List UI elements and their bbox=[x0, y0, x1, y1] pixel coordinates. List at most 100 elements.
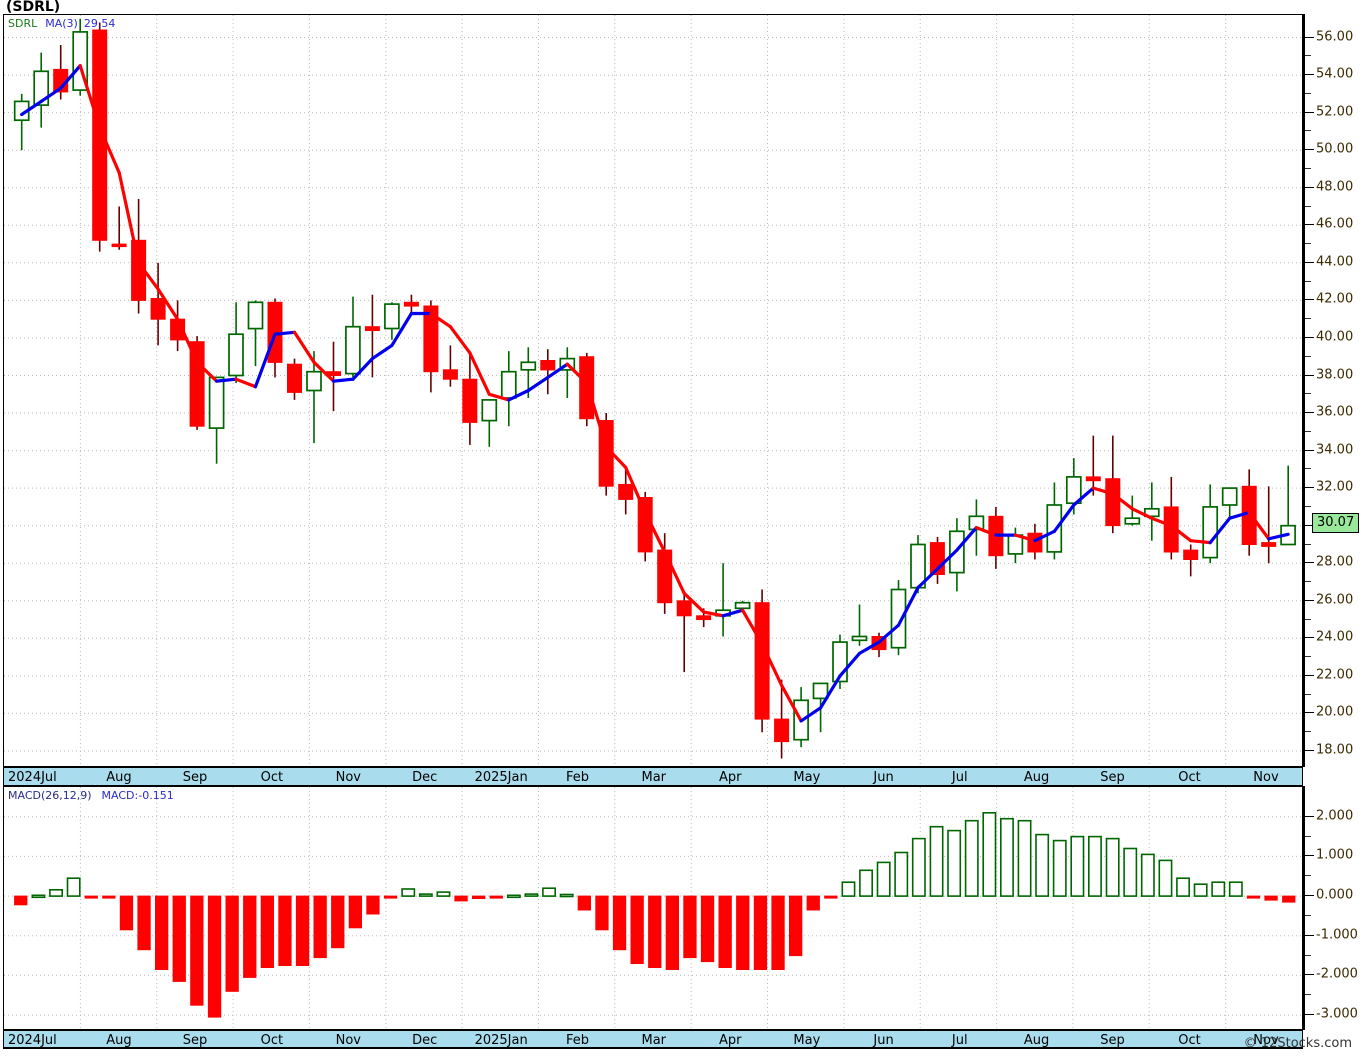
macd-bar bbox=[102, 895, 116, 899]
macd-bar bbox=[648, 895, 662, 968]
macd-bar bbox=[1070, 835, 1085, 897]
candle bbox=[1183, 544, 1199, 577]
macd-bar bbox=[119, 895, 134, 931]
candle bbox=[403, 294, 419, 314]
axis-month-label: Jul bbox=[951, 770, 968, 785]
axis-tick bbox=[1305, 1014, 1314, 1016]
candle bbox=[1105, 435, 1121, 534]
axis-month-label: Oct bbox=[260, 1033, 284, 1048]
axis-tick-label: 22.00 bbox=[1316, 667, 1354, 683]
macd-bar bbox=[947, 829, 962, 897]
macd-bar bbox=[577, 895, 592, 911]
axis-tick bbox=[1305, 674, 1314, 676]
macd-bar bbox=[278, 895, 292, 966]
candle bbox=[33, 52, 50, 128]
axis-month-label: Oct bbox=[1178, 770, 1201, 785]
candle bbox=[754, 589, 770, 733]
axis-tick bbox=[1305, 487, 1314, 489]
candle bbox=[384, 302, 400, 340]
axis-tick-label: 44.00 bbox=[1316, 254, 1354, 270]
axis-tick-label: 24.00 bbox=[1316, 629, 1354, 645]
macd-bar bbox=[1211, 881, 1226, 897]
candle bbox=[462, 352, 478, 445]
axis-tick-label: 20.00 bbox=[1316, 704, 1354, 720]
macd-bar bbox=[155, 895, 169, 970]
candle bbox=[442, 345, 458, 387]
axis-tick bbox=[1305, 712, 1314, 714]
axis-minor-tick bbox=[1305, 430, 1311, 432]
macd-bar bbox=[665, 895, 680, 970]
macd-bar bbox=[700, 895, 715, 963]
macd-bar bbox=[472, 895, 486, 899]
axis-tick bbox=[1305, 186, 1314, 188]
axis-tick-label: 48.00 bbox=[1316, 179, 1354, 195]
macd-bar bbox=[84, 895, 98, 899]
axis-minor-tick bbox=[1305, 994, 1311, 996]
price-x-axis: 2024Jul Aug Sep Oct Nov Dec 2025Jan Feb Mar Apr Ma… bbox=[3, 767, 1303, 786]
axis-month-label: Aug bbox=[1023, 1033, 1050, 1048]
macd-bar bbox=[348, 895, 363, 929]
macd-bar bbox=[806, 895, 820, 911]
macd-bar bbox=[1123, 847, 1138, 897]
macd-bar bbox=[401, 888, 416, 897]
macd-bar bbox=[489, 895, 503, 899]
candle bbox=[111, 206, 127, 250]
legend-ma-value: 29.54 bbox=[83, 17, 116, 30]
candle bbox=[1280, 465, 1296, 546]
axis-tick-label: 54.00 bbox=[1316, 66, 1354, 82]
price-y-axis: 56.00 54.00 52.00 50.00 48.00 46.00 44.00 42.00… bbox=[1303, 14, 1360, 767]
axis-minor-tick bbox=[1305, 468, 1311, 470]
axis-tick-label: 36.00 bbox=[1316, 404, 1354, 420]
candle bbox=[676, 593, 692, 673]
candle bbox=[208, 376, 225, 464]
candle bbox=[1046, 482, 1063, 560]
axis-tick-label: -3.000 bbox=[1316, 1006, 1358, 1022]
candle bbox=[500, 351, 517, 427]
macd-bar bbox=[1088, 835, 1102, 897]
legend-symbol: SDRL bbox=[8, 17, 38, 30]
macd-bar bbox=[436, 891, 451, 897]
legend-macd-value: MACD:-0.151 bbox=[101, 789, 174, 802]
candle bbox=[1124, 495, 1141, 526]
axis-minor-tick bbox=[1305, 914, 1311, 916]
axis-tick bbox=[1305, 562, 1314, 564]
candle bbox=[618, 469, 634, 515]
price-chart-panel[interactable]: SDRL MA(3) 29.54 bbox=[3, 14, 1303, 767]
axis-month-label: Apr bbox=[719, 770, 742, 785]
axis-minor-tick bbox=[1305, 581, 1311, 582]
axis-tick bbox=[1305, 895, 1314, 897]
axis-month-label: Feb bbox=[566, 770, 590, 785]
candle bbox=[910, 535, 926, 594]
macd-bar bbox=[559, 893, 574, 898]
axis-tick-label: 38.00 bbox=[1316, 367, 1354, 382]
macd-chart-panel[interactable]: MACD(26,12,9) MACD:-0.151 bbox=[3, 786, 1303, 1030]
macd-bar bbox=[418, 893, 433, 897]
axis-minor-tick bbox=[1305, 130, 1311, 132]
macd-bar bbox=[313, 895, 327, 959]
macd-bar bbox=[894, 851, 909, 897]
axis-month-label: Sep bbox=[182, 1033, 208, 1048]
axis-tick bbox=[1305, 224, 1314, 226]
candle bbox=[715, 563, 731, 637]
macd-bar bbox=[964, 819, 979, 897]
macd-bar bbox=[789, 895, 803, 957]
macd-bar bbox=[31, 894, 46, 899]
macd-bar bbox=[1264, 895, 1278, 901]
legend-ma-label: MA(3) bbox=[45, 17, 78, 30]
candle bbox=[13, 93, 30, 151]
candle bbox=[540, 349, 556, 395]
axis-month-label: 2025Jan bbox=[474, 1033, 528, 1048]
macd-bar bbox=[1158, 859, 1173, 897]
axis-month-label: Sep bbox=[1100, 1033, 1125, 1048]
macd-bar bbox=[1193, 883, 1208, 897]
macd-bar bbox=[1105, 837, 1120, 897]
axis-tick bbox=[1305, 299, 1314, 301]
macd-bar bbox=[1017, 819, 1032, 897]
axis-tick-label: 52.00 bbox=[1316, 104, 1354, 120]
candle bbox=[1221, 487, 1238, 519]
axis-minor-tick bbox=[1305, 55, 1311, 57]
candle bbox=[929, 536, 945, 584]
candle bbox=[832, 634, 848, 689]
macd-bar bbox=[1176, 877, 1191, 897]
axis-tick bbox=[1305, 412, 1314, 413]
